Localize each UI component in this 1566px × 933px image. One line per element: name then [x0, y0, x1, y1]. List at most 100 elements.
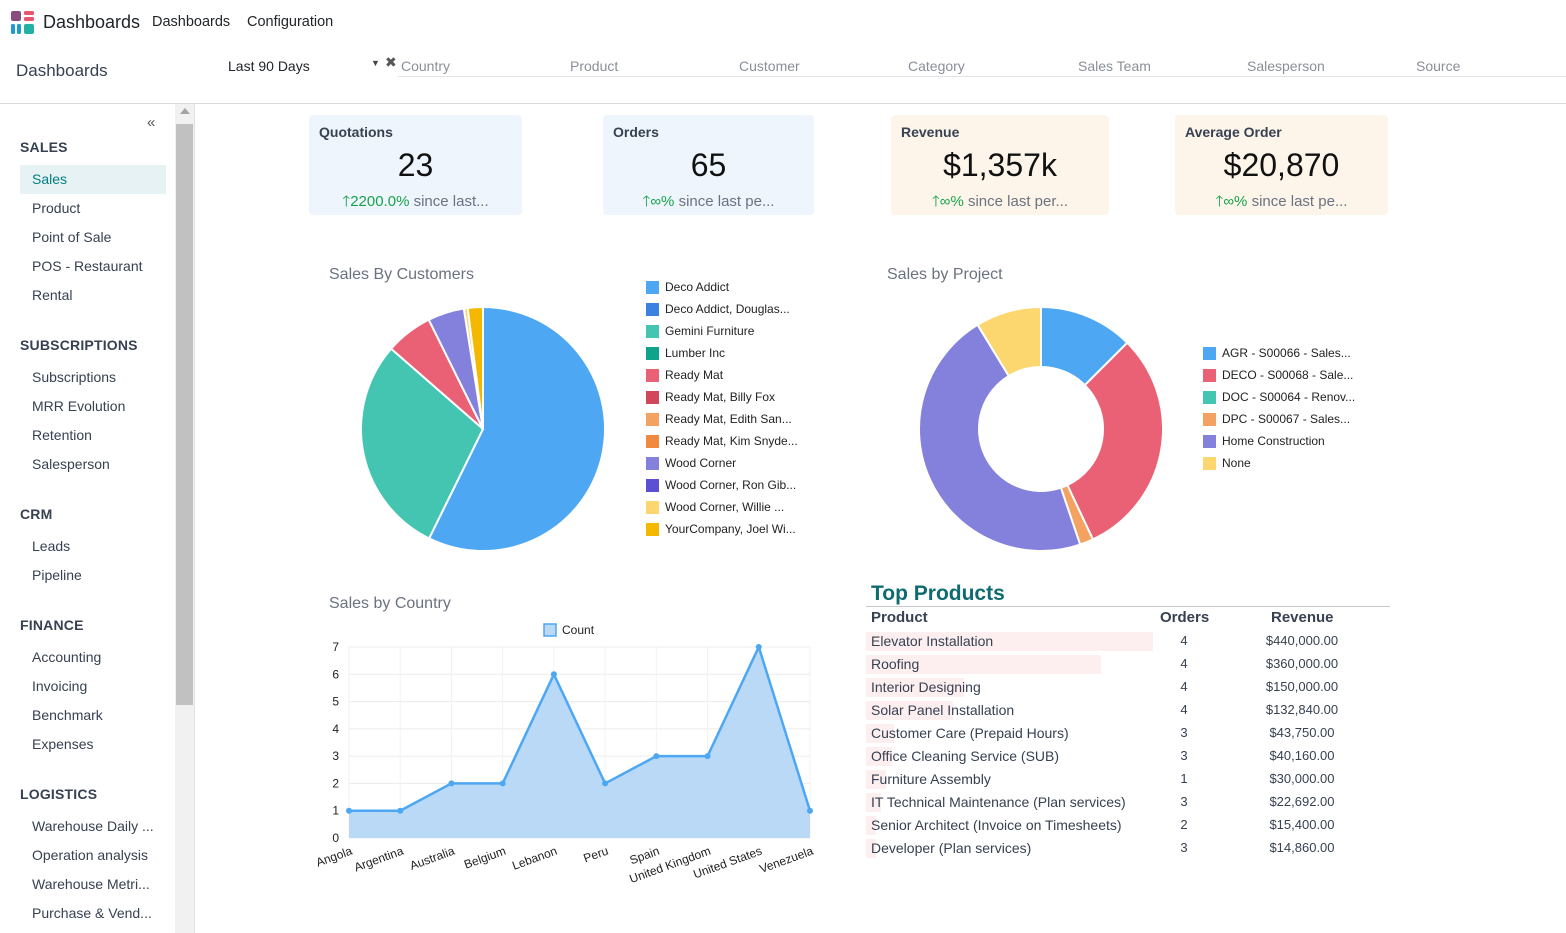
- legend-item[interactable]: Ready Mat, Kim Snyde...: [646, 430, 798, 452]
- legend-item[interactable]: DOC - S00064 - Renov...: [1203, 386, 1355, 408]
- filter-product[interactable]: Product: [570, 58, 619, 74]
- kpi-card-orders[interactable]: Orders 65 🡑∞% since last pe...: [603, 115, 814, 215]
- data-point[interactable]: [550, 671, 557, 678]
- sidebar-item-warehouse-metrics[interactable]: Warehouse Metri...: [32, 876, 150, 892]
- sidebar-item-rental[interactable]: Rental: [32, 287, 73, 303]
- legend-label: Lumber Inc: [665, 346, 726, 360]
- menu-configuration[interactable]: Configuration: [247, 14, 334, 30]
- data-point[interactable]: [602, 780, 609, 787]
- legend-item[interactable]: Ready Mat, Edith San...: [646, 408, 798, 430]
- y-tick-label: 5: [332, 695, 339, 709]
- legend-item[interactable]: Lumber Inc: [646, 342, 798, 364]
- table-row[interactable]: Developer (Plan services) 3 $14,860.00: [866, 837, 1390, 860]
- pie-slice-1[interactable]: [1066, 341, 1164, 541]
- sidebar-item-benchmark[interactable]: Benchmark: [32, 707, 103, 723]
- caret-down-icon[interactable]: ▼: [371, 58, 380, 68]
- data-point[interactable]: [653, 753, 660, 760]
- table-row[interactable]: IT Technical Maintenance (Plan services)…: [866, 791, 1390, 814]
- legend-item[interactable]: Ready Mat, Billy Fox: [646, 386, 798, 408]
- kpi-card-revenue[interactable]: Revenue $1,357k 🡑∞% since last per...: [891, 115, 1109, 215]
- legend-item[interactable]: Wood Corner: [646, 452, 798, 474]
- data-point[interactable]: [346, 807, 352, 814]
- legend-item[interactable]: None: [1203, 452, 1355, 474]
- data-point[interactable]: [448, 780, 455, 787]
- filter-customer[interactable]: Customer: [739, 58, 800, 74]
- table-row[interactable]: Senior Architect (Invoice on Timesheets)…: [866, 814, 1390, 837]
- sidebar-item-point-of-sale[interactable]: Point of Sale: [32, 229, 112, 245]
- scroll-up-arrow-icon[interactable]: [180, 108, 190, 114]
- pie-slice-5[interactable]: [976, 305, 1042, 378]
- pie-slice-11[interactable]: [466, 305, 484, 430]
- pie-slice-4[interactable]: [918, 323, 1082, 552]
- table-row[interactable]: Office Cleaning Service (SUB) 3 $40,160.00: [866, 745, 1390, 768]
- sidebar-item-warehouse-daily[interactable]: Warehouse Daily ...: [32, 818, 154, 834]
- sidebar-item-operation-analysis[interactable]: Operation analysis: [32, 847, 148, 863]
- table-row[interactable]: Interior Designing 4 $150,000.00: [866, 676, 1390, 699]
- table-row[interactable]: Elevator Installation 4 $440,000.00: [866, 630, 1390, 653]
- sidebar-item-sales[interactable]: Sales: [20, 165, 166, 194]
- x-tick-label: Peru: [582, 844, 611, 866]
- filter-salesperson[interactable]: Salesperson: [1247, 58, 1325, 74]
- legend-item[interactable]: DECO - S00068 - Sale...: [1203, 364, 1355, 386]
- kpi-card-quotations[interactable]: Quotations 23 🡑2200.0% since last...: [309, 115, 522, 215]
- sidebar-item-pipeline[interactable]: Pipeline: [32, 567, 82, 583]
- period-select[interactable]: Last 90 Days: [228, 58, 310, 74]
- filter-country[interactable]: Country: [401, 58, 451, 74]
- donut-chart-sales-by-project[interactable]: [912, 300, 1170, 558]
- pie-slice-0[interactable]: [427, 305, 606, 552]
- sidebar-item-expenses[interactable]: Expenses: [32, 736, 94, 752]
- sidebar-item-invoicing[interactable]: Invoicing: [32, 678, 88, 694]
- sidebar-item-subscriptions[interactable]: Subscriptions: [32, 369, 117, 385]
- chart-title-sales-by-customers: Sales By Customers: [329, 266, 474, 283]
- legend-item[interactable]: DPC - S00067 - Sales...: [1203, 408, 1355, 430]
- sidebar-scrollbar[interactable]: [175, 104, 195, 933]
- legend-item[interactable]: Ready Mat: [646, 364, 798, 386]
- legend-item[interactable]: YourCompany, Joel Wi...: [646, 518, 798, 540]
- revenue-share-bar: [866, 632, 1153, 651]
- legend-label: Home Construction: [1222, 434, 1325, 448]
- legend-item[interactable]: AGR - S00066 - Sales...: [1203, 342, 1355, 364]
- pie-slice-2[interactable]: [360, 347, 485, 540]
- x-tick-label: Angola: [314, 844, 354, 870]
- legend-item[interactable]: Deco Addict: [646, 276, 798, 298]
- legend-item[interactable]: Gemini Furniture: [646, 320, 798, 342]
- scrollbar-thumb[interactable]: [176, 124, 193, 705]
- sidebar-item-leads[interactable]: Leads: [32, 538, 71, 554]
- filter-source[interactable]: Source: [1416, 58, 1461, 74]
- kpi-card-average-order[interactable]: Average Order $20,870 🡑∞% since last pe.…: [1175, 115, 1388, 215]
- sidebar-item-pos-restaurant[interactable]: POS - Restaurant: [32, 258, 143, 274]
- sidebar-item-product[interactable]: Product: [32, 200, 81, 216]
- legend-item[interactable]: Wood Corner, Ron Gib...: [646, 474, 798, 496]
- collapse-sidebar-icon[interactable]: «: [147, 114, 156, 131]
- data-point[interactable]: [397, 807, 404, 814]
- table-row[interactable]: Customer Care (Prepaid Hours) 3 $43,750.00: [866, 722, 1390, 745]
- sidebar-item-purchase-vendors[interactable]: Purchase & Vend...: [32, 905, 152, 921]
- filter-sales-team[interactable]: Sales Team: [1078, 58, 1151, 74]
- revenue-share-bar: [866, 655, 1101, 674]
- sidebar-item-retention[interactable]: Retention: [32, 427, 92, 443]
- legend-item[interactable]: Home Construction: [1203, 430, 1355, 452]
- data-point[interactable]: [755, 644, 762, 650]
- data-point[interactable]: [499, 780, 506, 787]
- app-name[interactable]: Dashboards: [43, 12, 141, 32]
- data-point[interactable]: [704, 753, 711, 760]
- menu-dashboards[interactable]: Dashboards: [152, 14, 231, 30]
- sidebar-item-salesperson[interactable]: Salesperson: [32, 456, 110, 472]
- legend-item[interactable]: Wood Corner, Willie ...: [646, 496, 798, 518]
- clear-icon[interactable]: ✖: [385, 54, 397, 70]
- dashboards-app-icon[interactable]: [11, 11, 34, 34]
- table-row[interactable]: Roofing 4 $360,000.00: [866, 653, 1390, 676]
- filter-category[interactable]: Category: [908, 58, 965, 74]
- sidebar-item-mrr-evolution[interactable]: MRR Evolution: [32, 398, 126, 414]
- pie-chart-sales-by-customers[interactable]: [355, 302, 611, 558]
- legend-label: DECO - S00068 - Sale...: [1222, 368, 1354, 382]
- product-revenue: $22,692.00: [1269, 794, 1335, 809]
- sidebar-item-accounting[interactable]: Accounting: [32, 649, 102, 665]
- data-point[interactable]: [807, 807, 813, 814]
- kpi-value: $20,870: [1223, 147, 1340, 183]
- table-row[interactable]: Solar Panel Installation 4 $132,840.00: [866, 699, 1390, 722]
- legend-item[interactable]: Deco Addict, Douglas...: [646, 298, 798, 320]
- legend-swatch: [1203, 412, 1216, 426]
- table-row[interactable]: Furniture Assembly 1 $30,000.00: [866, 768, 1390, 791]
